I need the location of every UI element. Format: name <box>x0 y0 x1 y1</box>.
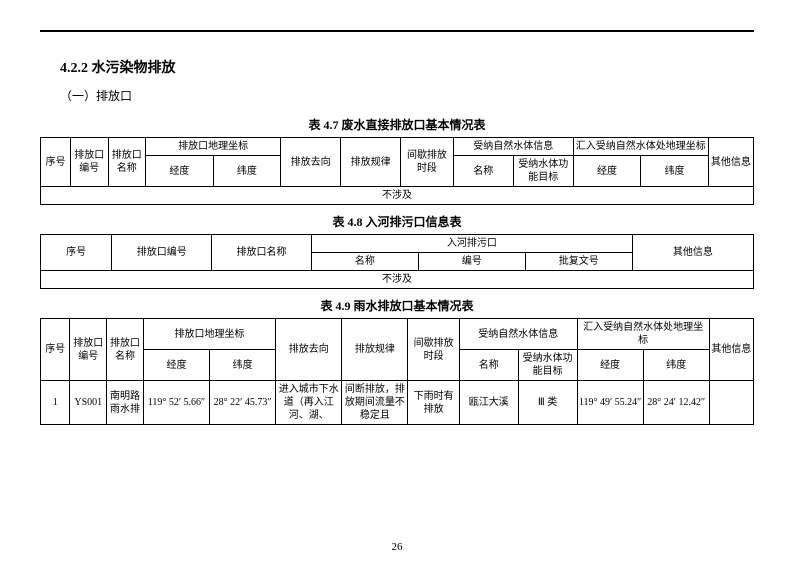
th49-seq: 序号 <box>41 319 70 381</box>
td-mlat: 28° 24′ 12.42″ <box>643 381 709 425</box>
table48: 序号 排放口编号 排放口名称 入河排污口 其他信息 名称 编号 批复文号 不涉及 <box>40 234 754 289</box>
th48-other: 其他信息 <box>632 235 753 271</box>
th48-rid: 编号 <box>418 253 525 271</box>
th-lon: 经度 <box>146 156 214 187</box>
th49-id: 排放口编号 <box>70 319 107 381</box>
th-period: 间歇排放时段 <box>401 138 454 187</box>
table47: 序号 排放口编号 排放口名称 排放口地理坐标 排放去向 排放规律 间歇排放时段 … <box>40 137 754 205</box>
th49-rule: 排放规律 <box>342 319 408 381</box>
th48-rname: 名称 <box>311 253 418 271</box>
th49-coord: 排放口地理坐标 <box>143 319 275 350</box>
th-wname: 名称 <box>453 156 513 187</box>
th49-lon: 经度 <box>143 350 209 381</box>
th49-wname: 名称 <box>459 350 518 381</box>
th49-dir: 排放去向 <box>276 319 342 381</box>
td-rule: 间断排放，排放期间流量不稳定且 <box>342 381 408 425</box>
th-seq: 序号 <box>41 138 71 187</box>
th-id: 排放口编号 <box>71 138 109 187</box>
td-period: 下雨时有排放 <box>408 381 459 425</box>
th49-wtarget: 受纳水体功能目标 <box>518 350 577 381</box>
th-mlat: 纬度 <box>641 156 709 187</box>
subsection-label: （一）排放口 <box>60 87 754 104</box>
th49-mlat: 纬度 <box>643 350 709 381</box>
th49-water: 受纳自然水体信息 <box>459 319 577 350</box>
th-coord: 排放口地理坐标 <box>146 138 281 156</box>
th48-rdoc: 批复文号 <box>525 253 632 271</box>
table47-data: 不涉及 <box>41 187 754 205</box>
td-mlon: 119° 49′ 55.24″ <box>577 381 643 425</box>
th48-name: 排放口名称 <box>212 235 312 271</box>
th-merge: 汇入受纳自然水体处地理坐标 <box>573 138 708 156</box>
top-rule <box>40 30 754 32</box>
th48-id: 排放口编号 <box>112 235 212 271</box>
td-seq: 1 <box>41 381 70 425</box>
th49-period: 间歇排放时段 <box>408 319 459 381</box>
th-dir: 排放去向 <box>281 138 341 187</box>
th-name: 排放口名称 <box>108 138 146 187</box>
td-lon: 119° 52′ 5.66″ <box>143 381 209 425</box>
th49-merge: 汇入受纳自然水体处地理坐标 <box>577 319 709 350</box>
td-wtarget: Ⅲ 类 <box>518 381 577 425</box>
td-wname: 瓯江大溪 <box>459 381 518 425</box>
th49-name: 排放口名称 <box>107 319 144 381</box>
th49-other: 其他信息 <box>709 319 753 381</box>
table49-title: 表 4.9 雨水排放口基本情况表 <box>40 297 754 314</box>
th49-lat: 纬度 <box>210 350 276 381</box>
td-id: YS001 <box>70 381 107 425</box>
th48-river: 入河排污口 <box>311 235 632 253</box>
table49: 序号 排放口编号 排放口名称 排放口地理坐标 排放去向 排放规律 间歇排放时段 … <box>40 318 754 425</box>
th-mlon: 经度 <box>573 156 641 187</box>
th-rule: 排放规律 <box>341 138 401 187</box>
section-title: 4.2.2 水污染物排放 <box>60 57 754 77</box>
th48-seq: 序号 <box>41 235 112 271</box>
th-lat: 纬度 <box>213 156 281 187</box>
table48-title: 表 4.8 入河排污口信息表 <box>40 213 754 230</box>
td-lat: 28° 22′ 45.73″ <box>210 381 276 425</box>
th49-mlon: 经度 <box>577 350 643 381</box>
th-other: 其他信息 <box>708 138 753 187</box>
th-wtarget: 受纳水体功能目标 <box>513 156 573 187</box>
td-dir: 进入城市下水道（再入江河、湖、 <box>276 381 342 425</box>
table48-data: 不涉及 <box>41 271 754 289</box>
td-other <box>709 381 753 425</box>
table47-title: 表 4.7 废水直接排放口基本情况表 <box>40 116 754 133</box>
td-name: 南明路雨水排 <box>107 381 144 425</box>
table-row: 1 YS001 南明路雨水排 119° 52′ 5.66″ 28° 22′ 45… <box>41 381 754 425</box>
page-number: 26 <box>0 541 794 553</box>
th-water: 受纳自然水体信息 <box>453 138 573 156</box>
